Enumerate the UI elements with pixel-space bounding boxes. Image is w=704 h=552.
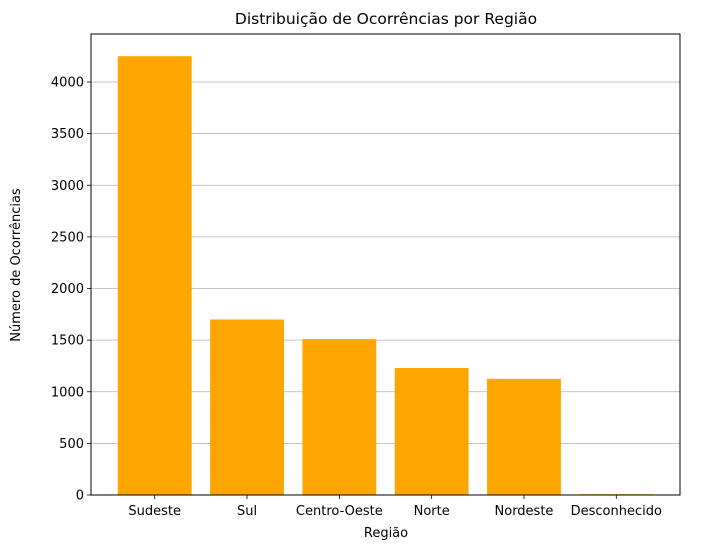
x-tick-label: Sul bbox=[237, 504, 257, 519]
y-axis-label: Número de Ocorrências bbox=[9, 188, 24, 342]
y-tick-label: 2500 bbox=[51, 230, 84, 245]
bar-centro-oeste bbox=[302, 339, 377, 495]
x-tick-label: Sudeste bbox=[128, 504, 181, 519]
y-axis-ticks: 0 500 1000 1500 2000 2500 3000 3500 4000 bbox=[51, 76, 91, 504]
bar-norte bbox=[394, 368, 469, 495]
y-tick-label: 0 bbox=[76, 489, 84, 504]
bars bbox=[117, 56, 654, 495]
y-tick-label: 500 bbox=[59, 437, 84, 452]
x-tick-label: Centro-Oeste bbox=[296, 504, 383, 519]
y-tick-label: 1000 bbox=[51, 385, 84, 400]
y-tick-label: 4000 bbox=[51, 76, 84, 91]
y-tick-label: 3000 bbox=[51, 179, 84, 194]
y-tick-label: 3500 bbox=[51, 127, 84, 142]
plot-frame bbox=[90, 33, 681, 496]
x-tick-label: Nordeste bbox=[495, 504, 554, 519]
x-tick-label: Desconhecido bbox=[571, 504, 662, 519]
x-axis-label: Região bbox=[364, 526, 408, 541]
bar-sul bbox=[210, 319, 284, 495]
x-tick-label: Norte bbox=[414, 504, 450, 519]
bar-sudeste bbox=[117, 56, 192, 495]
chart-title: Distribuição de Ocorrências por Região bbox=[235, 10, 537, 28]
bar-nordeste bbox=[487, 378, 561, 495]
y-tick-label: 2000 bbox=[51, 282, 84, 297]
x-axis-ticks: Sudeste Sul Centro-Oeste Norte Nordeste Desco… bbox=[128, 495, 662, 519]
y-tick-label: 1500 bbox=[51, 334, 84, 349]
